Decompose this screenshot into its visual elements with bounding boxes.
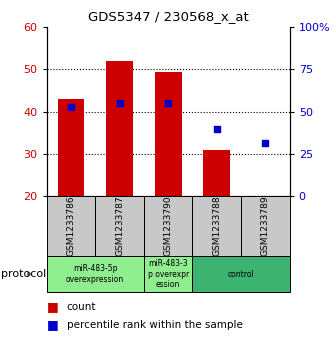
Text: GSM1233786: GSM1233786 [66,196,76,256]
Point [214,126,219,131]
Bar [155,72,181,196]
Point [68,105,74,110]
Point [263,140,268,146]
Text: ■: ■ [47,318,58,331]
Text: protocol: protocol [1,269,46,279]
Text: GSM1233787: GSM1233787 [115,196,124,256]
Bar [58,99,84,196]
Bar [203,150,230,196]
Bar [106,61,133,196]
Text: GSM1233789: GSM1233789 [261,196,270,256]
Text: GSM1233790: GSM1233790 [164,196,173,256]
Text: GSM1233788: GSM1233788 [212,196,221,256]
Text: count: count [67,302,96,312]
Text: miR-483-5p
overexpression: miR-483-5p overexpression [66,264,124,284]
Point [166,100,171,106]
Point [117,100,122,106]
Text: percentile rank within the sample: percentile rank within the sample [67,320,242,330]
Text: miR-483-3
p overexpr
ession: miR-483-3 p overexpr ession [148,259,189,289]
Text: control: control [228,270,254,278]
Title: GDS5347 / 230568_x_at: GDS5347 / 230568_x_at [88,10,248,23]
Text: ■: ■ [47,300,58,313]
